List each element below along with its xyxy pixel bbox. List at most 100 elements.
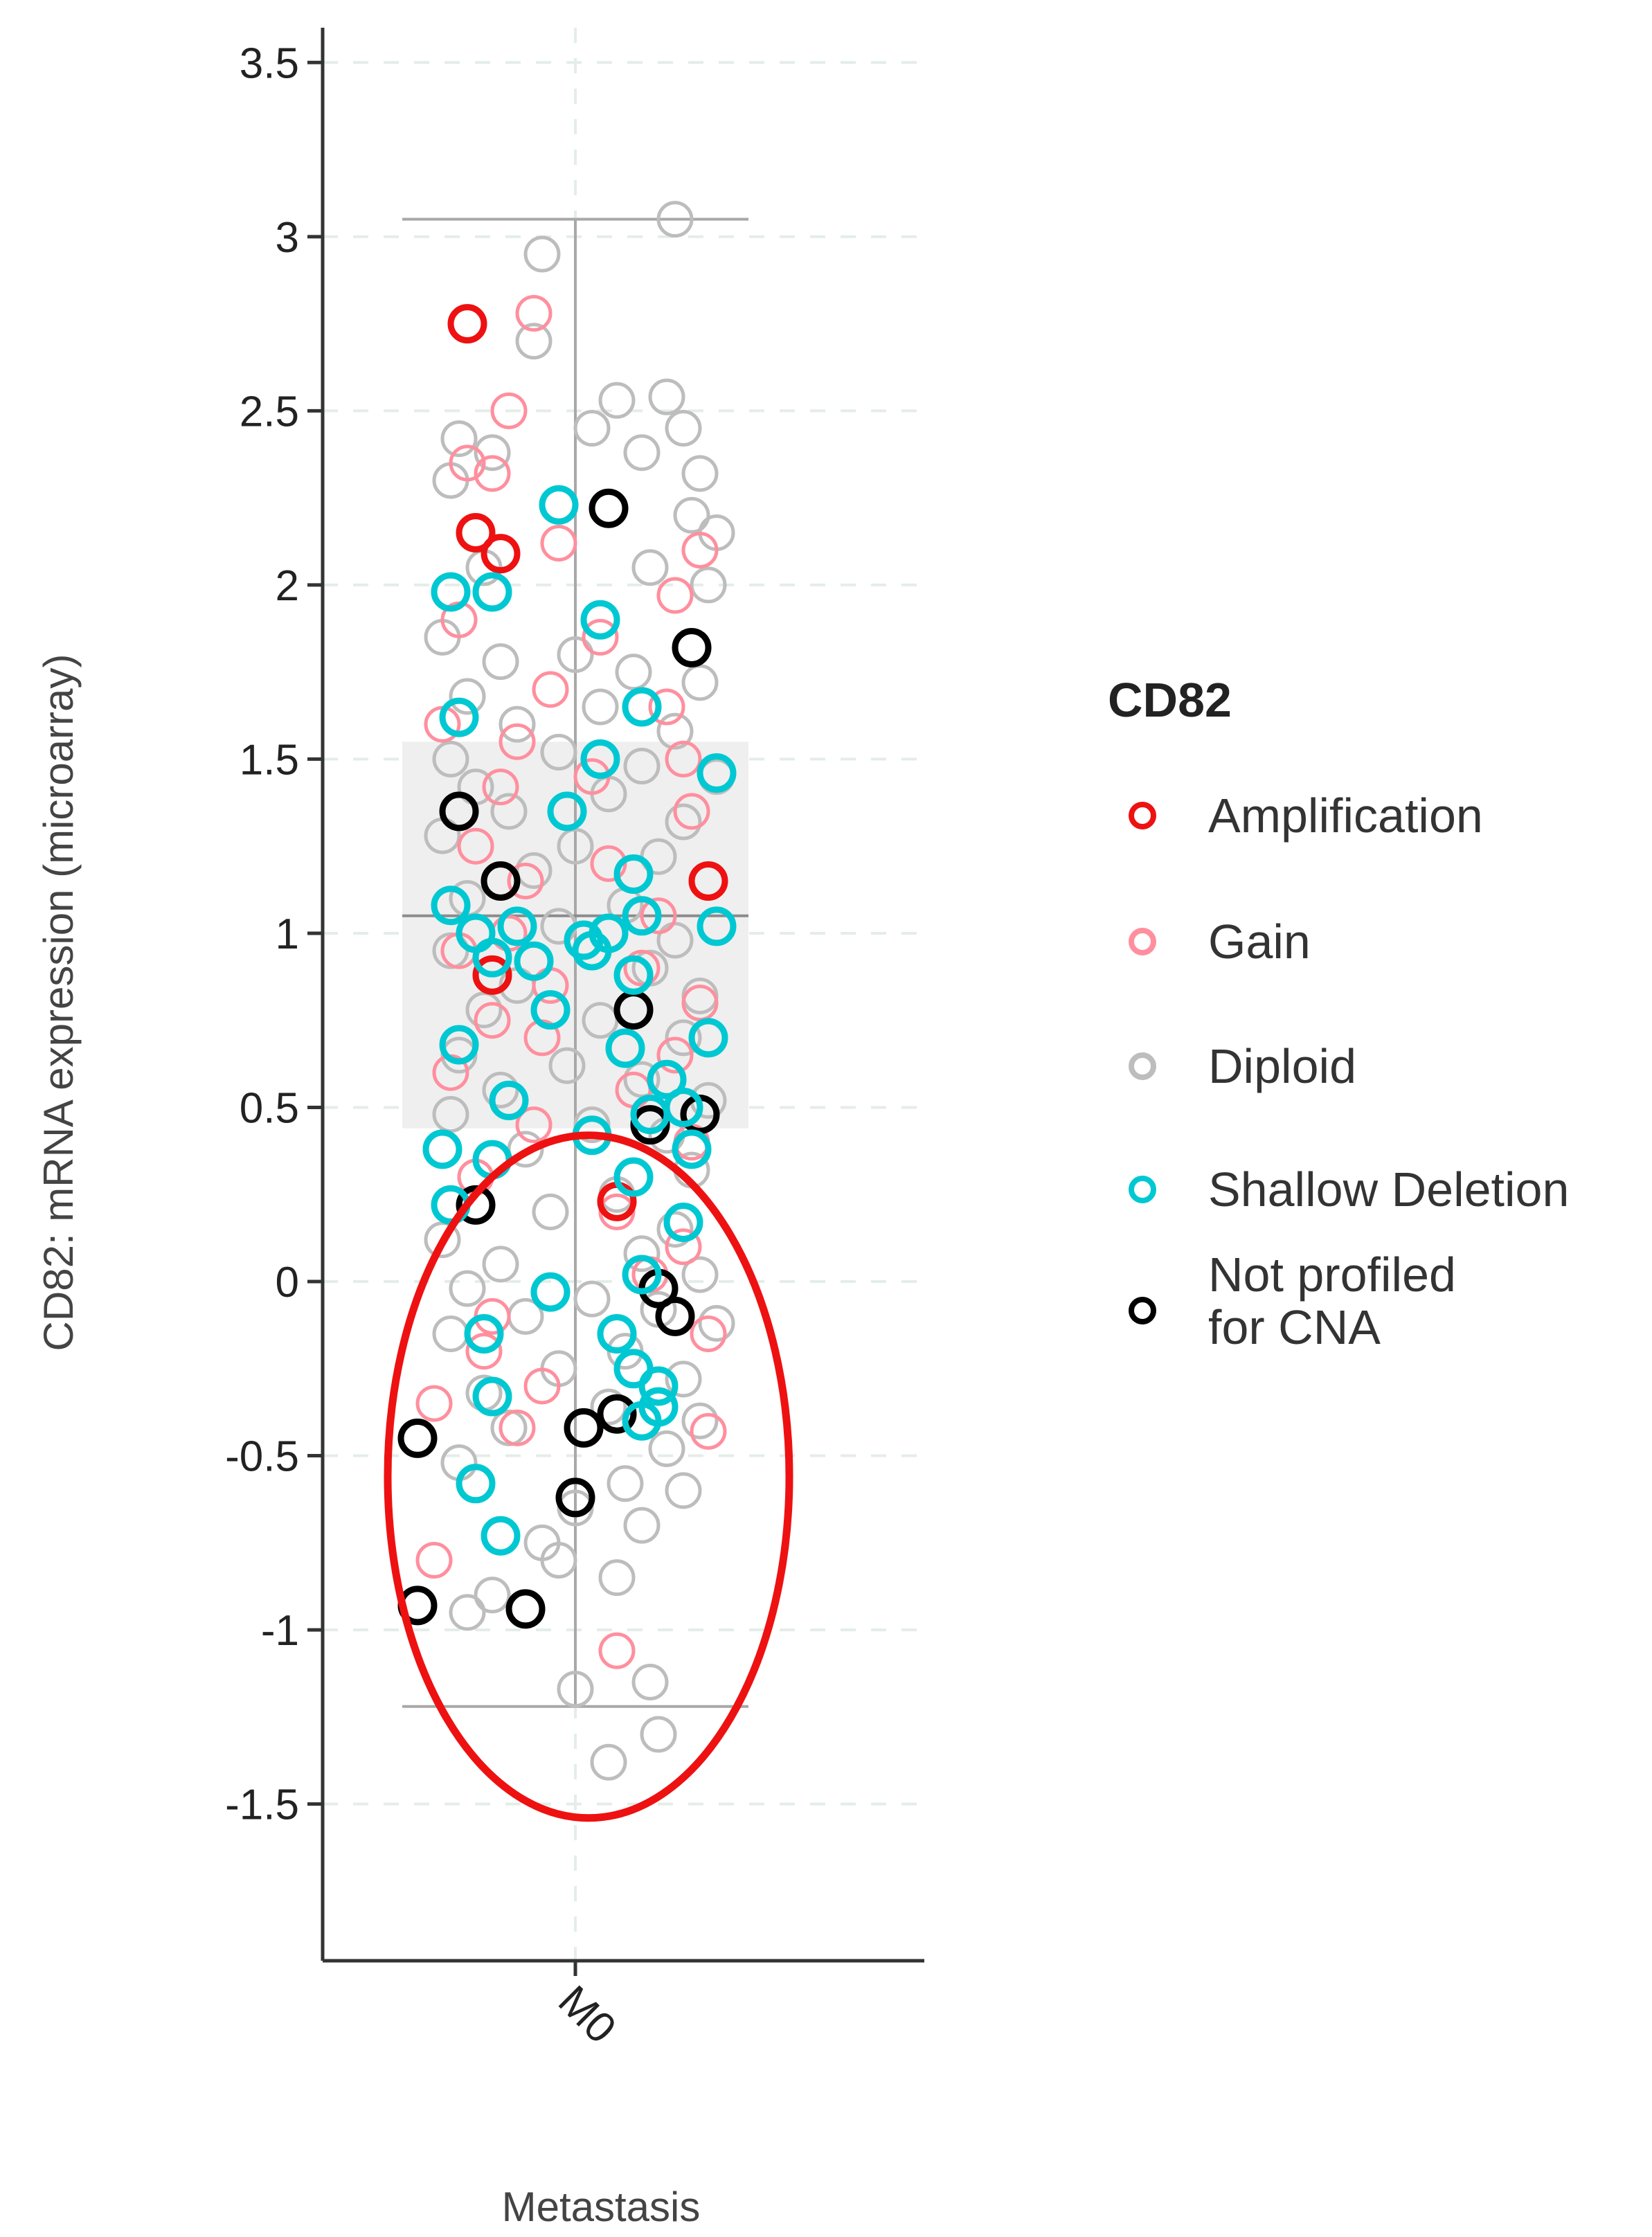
data-point [623,1507,661,1544]
data-point [623,434,661,471]
data-point [530,990,571,1030]
data-point [665,740,702,778]
data-point [449,678,486,715]
data-point [681,1256,719,1293]
highlight-ellipse [384,1131,793,1822]
data-point [656,712,694,750]
data-point [688,1018,728,1058]
data-point [465,991,503,1029]
data-point [530,1272,571,1312]
data-point [532,671,569,708]
data-point [605,1028,645,1068]
data-point [415,1385,453,1422]
data-point [482,1071,519,1108]
data-point [456,512,496,552]
data-point [557,636,594,674]
data-point [465,1333,503,1370]
data-point [481,1516,521,1556]
legend-label-line2: for CNA [1208,1300,1381,1354]
y-tick-label: 3 [276,214,299,262]
data-point [615,654,652,691]
data-point [457,827,494,865]
axes: 3.5 3 2.5 2 1.5 1 0.5 0 -0.5 -1 -1.5 M0 Metastasis CD… [35,28,924,2230]
data-point [514,941,554,981]
data-point [555,1477,595,1518]
legend: CD82 Amplification Gain Diploid Shallow Dele… [1108,673,1569,1354]
data-point [422,1129,463,1169]
legend-marker [1129,928,1156,955]
data-point [557,827,594,865]
y-tick-label: 1.5 [240,736,299,784]
data-point [589,488,629,528]
data-point [481,861,521,901]
data-point [573,410,611,447]
data-point [648,688,685,726]
data-point [613,955,654,995]
data-point [631,1664,669,1701]
data-point [449,444,486,482]
data-point [432,1096,469,1133]
data-point [597,1313,637,1354]
data-point [482,769,519,806]
y-tick-label: -1 [261,1607,299,1655]
y-tick-label: 0.5 [240,1084,299,1132]
data-point [623,949,661,987]
data-point [548,1047,586,1084]
data-point [665,1472,702,1509]
legend-label: Diploid [1208,1039,1356,1093]
data-point [690,1315,727,1352]
data-point [630,1095,670,1135]
legend-marker [1129,1297,1156,1324]
legend-marker [1129,1176,1156,1203]
data-point [573,1280,611,1318]
y-tick-label: -1.5 [225,1781,299,1829]
data-point [474,1002,511,1039]
legend-label: Amplification [1208,789,1483,843]
legend-title: CD82 [1108,673,1232,727]
data-point [623,1235,661,1273]
data-point [431,886,471,926]
data-point [665,803,702,841]
data-point [655,1296,695,1336]
data-point [482,1246,519,1283]
data-point [499,1409,536,1446]
data-point [540,1541,577,1579]
data-point [648,378,685,415]
data-point [490,392,528,429]
y-axis-title: CD82: mRNA expression (microarray) [35,654,82,1351]
y-tick-label: 1 [276,910,299,958]
data-point [474,1576,511,1614]
data-point [656,1211,694,1248]
data-point [697,906,737,946]
data-point [665,1019,702,1057]
data-point [623,747,661,784]
data-point [523,1367,561,1405]
data-point [540,525,577,562]
data-point [673,496,710,534]
data-point [681,985,719,1022]
data-point [698,1304,735,1342]
data-point [499,723,536,760]
data-point [432,1315,469,1352]
data-point [613,1157,654,1197]
data-points [397,201,737,1781]
data-point [656,577,694,614]
data-point [607,1465,644,1502]
data-point [456,1464,496,1504]
data-point [456,1185,496,1225]
data-point [665,410,702,447]
data-point [598,381,636,419]
data-point [663,1203,703,1243]
y-tick-label: 0 [276,1259,299,1306]
legend-marker [1129,802,1156,829]
data-point [690,1412,727,1450]
data-point [582,688,619,726]
data-point [622,1401,662,1441]
data-point [532,1193,569,1230]
data-point [622,687,662,727]
data-point [490,793,528,830]
data-point [505,1589,546,1629]
data-point [440,420,478,458]
y-tick-label: 3.5 [240,39,299,87]
highlight-annotation [384,1131,793,1822]
